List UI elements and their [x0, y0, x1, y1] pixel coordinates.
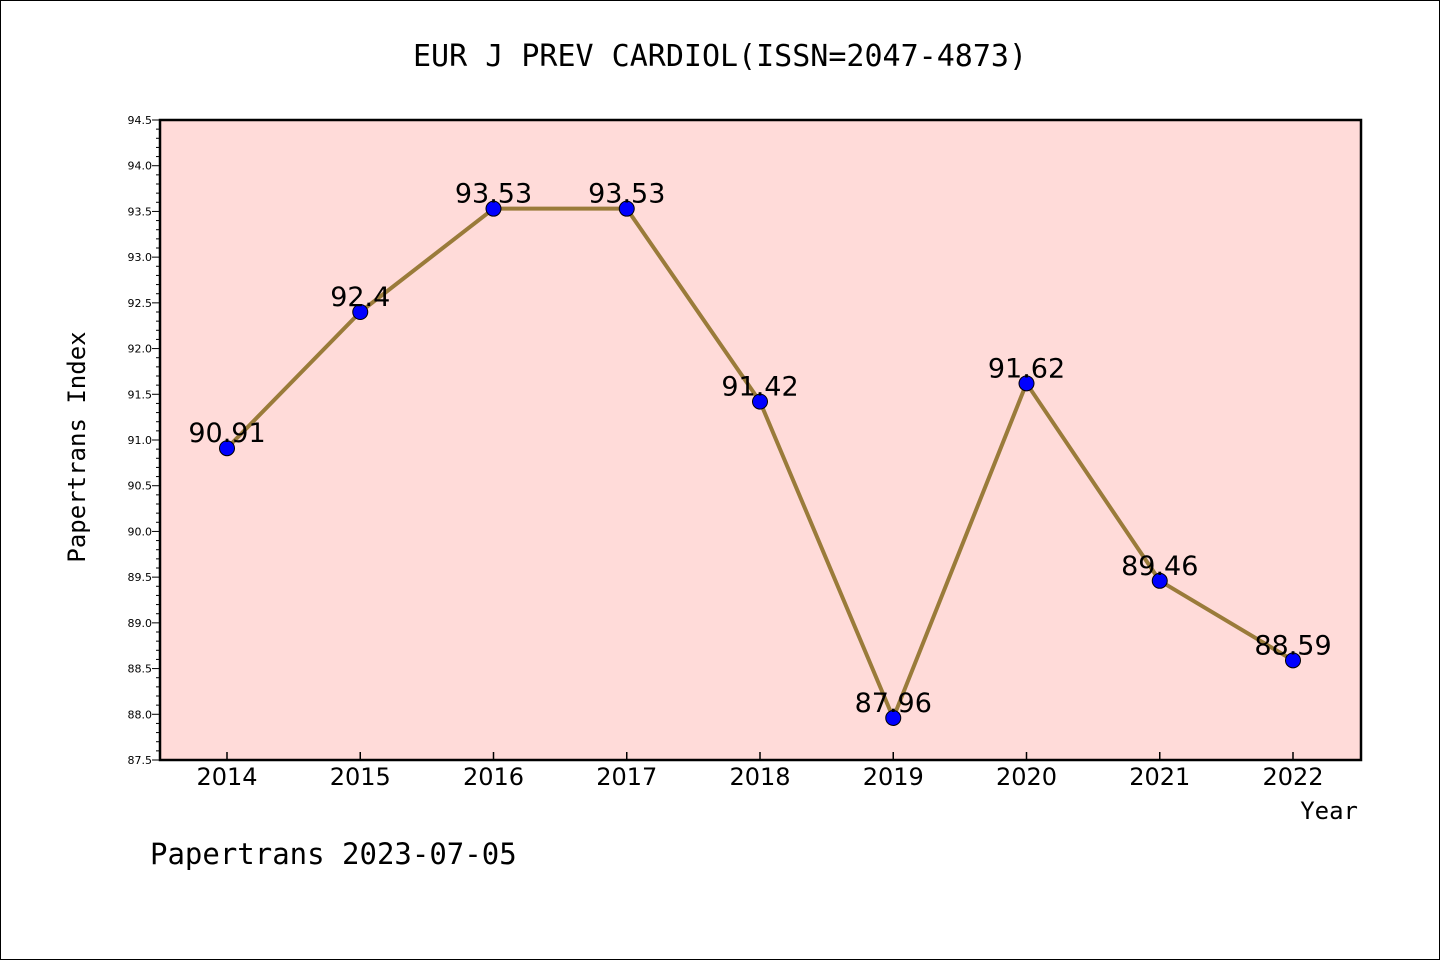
data-label: 93.53	[588, 179, 665, 210]
data-point-marker	[1018, 375, 1035, 392]
y-tick-label: 92.0	[128, 343, 153, 356]
chart-title: EUR J PREV CARDIOL(ISSN=2047-4873)	[413, 39, 1027, 74]
y-tick-label: 88.0	[128, 708, 153, 721]
x-tick-label: 2020	[996, 763, 1057, 791]
data-label: 91.42	[721, 372, 798, 403]
data-point-marker	[885, 709, 902, 726]
data-label: 90.91	[188, 418, 265, 449]
y-tick-label: 88.5	[128, 663, 153, 676]
x-tick-label: 2015	[330, 763, 391, 791]
y-tick-label: 94.0	[128, 160, 153, 173]
data-point-marker	[219, 440, 235, 457]
data-label: 89.46	[1121, 551, 1198, 582]
x-tick-label: 2019	[863, 763, 924, 791]
data-point-marker	[618, 200, 635, 217]
plot-area	[158, 118, 1363, 762]
data-point-marker	[352, 304, 369, 320]
x-tick-label: 2018	[729, 763, 790, 791]
data-label: 91.62	[988, 353, 1065, 384]
y-tick-label: 90.0	[128, 525, 153, 538]
data-label: 92.4	[330, 282, 390, 313]
data-point-marker	[752, 393, 768, 410]
y-axis: 87.5 88.0 88.5 89.0 89.5 90.0 90.5 91.0 91.5 92.0…	[128, 114, 160, 767]
footer-text: Papertrans 2023-07-05	[150, 837, 517, 871]
data-label: 93.53	[455, 179, 532, 210]
y-tick-label: 90.5	[128, 480, 153, 493]
x-axis-label: Year	[1300, 797, 1358, 825]
y-tick-label: 93.5	[128, 205, 153, 218]
y-tick-label: 89.0	[128, 617, 153, 630]
data-point-marker	[485, 200, 502, 217]
y-tick-label: 87.5	[128, 754, 153, 767]
x-tick-label: 2021	[1129, 763, 1190, 791]
y-tick-label: 91.0	[128, 434, 153, 447]
y-axis-label: Papertrans Index	[63, 331, 91, 562]
series-markers	[219, 200, 1301, 726]
x-tick-label: 2014	[196, 763, 257, 791]
y-tick-label: 91.5	[128, 388, 153, 401]
y-tick-label: 94.5	[128, 114, 153, 127]
y-tick-label: 89.5	[128, 571, 153, 584]
data-label: 88.59	[1254, 630, 1331, 661]
data-point-marker	[1151, 572, 1168, 589]
x-axis: 2014 2015 2016 2017 2018 2019 2020 2021 2022	[196, 752, 1324, 791]
y-tick-label: 92.5	[128, 297, 153, 310]
x-tick-label: 2017	[596, 763, 657, 791]
data-labels: 90.91 92.4 93.53 93.53 91.42 87.96 91.62 89.46 8…	[188, 179, 1331, 719]
data-label: 87.96	[855, 688, 932, 719]
y-tick-label: 93.0	[128, 251, 153, 264]
x-tick-label: 2022	[1262, 763, 1323, 791]
x-tick-label: 2016	[463, 763, 524, 791]
data-point-marker	[1285, 652, 1301, 669]
